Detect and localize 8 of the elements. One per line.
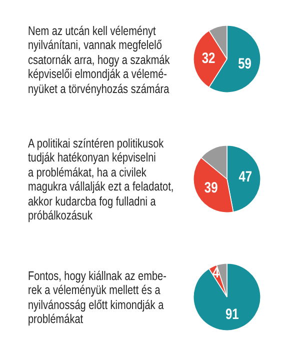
text: Nem az utcán kell véleményt nyilvánítani, vannak megfelelő csatornák arra, hogy a szakmák képviselői elmondják a vélemé- nyüket a törvényhozás számára (28, 23, 171, 96)
data-label: 39 (204, 179, 218, 196)
data-label: 59 (238, 55, 252, 72)
data-label: 32 (202, 50, 216, 66)
text: A politikai színtéren politikusok tudják hatékonyan képviselni a problémákat, ha a civilek magukra vállalják ezt a feladatot, akkor kudarcba fog fulladni a próbálkozásuk (28, 136, 175, 223)
text: Fontos, hogy kiállnak az embe- rek a véleményük mellett és a nyilvánosság előtt kimondják a problémákat (28, 268, 168, 326)
data-label: 91 (225, 306, 240, 322)
data-label: 47 (238, 168, 252, 185)
